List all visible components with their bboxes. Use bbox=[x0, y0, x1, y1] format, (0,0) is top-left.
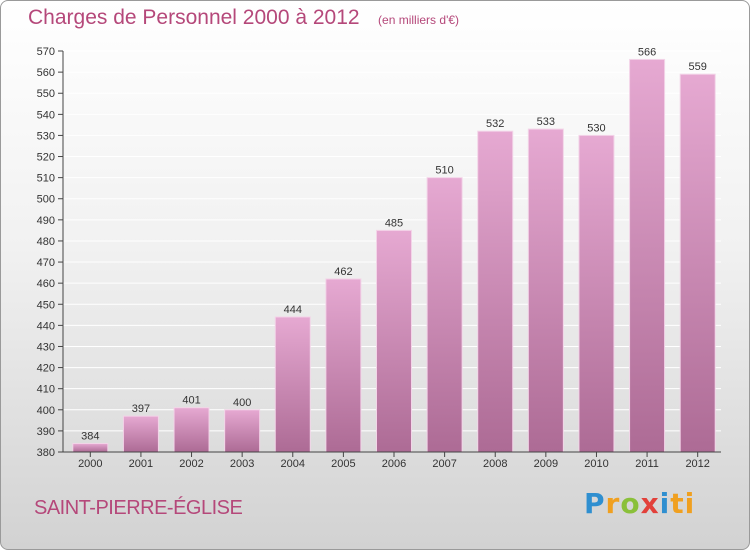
y-tick-label: 430 bbox=[37, 341, 55, 353]
bar bbox=[274, 316, 311, 453]
y-tick-label: 450 bbox=[37, 299, 55, 311]
x-tick-label: 2006 bbox=[382, 458, 406, 470]
bars bbox=[72, 58, 716, 453]
bar bbox=[527, 128, 564, 453]
logo-letter: r bbox=[605, 487, 621, 520]
bar bbox=[122, 415, 159, 453]
data-label: 400 bbox=[233, 397, 251, 409]
y-tick-label: 530 bbox=[37, 130, 55, 142]
y-tick-label: 520 bbox=[37, 152, 55, 164]
data-label: 559 bbox=[689, 61, 707, 73]
x-tick-label: 2005 bbox=[331, 458, 355, 470]
logo-letter: o bbox=[620, 487, 641, 520]
x-tick-label: 2011 bbox=[635, 458, 659, 470]
data-label: 566 bbox=[638, 46, 656, 58]
bar bbox=[679, 73, 716, 453]
logo-letter: i bbox=[659, 487, 671, 520]
y-tick-label: 380 bbox=[37, 447, 55, 459]
y-tick-label: 500 bbox=[37, 194, 55, 206]
y-tick-label: 490 bbox=[37, 215, 55, 227]
title-row: Charges de Personnel 2000 à 2012 (en mil… bbox=[28, 6, 459, 30]
x-tick-label: 2001 bbox=[129, 458, 153, 470]
y-tick-label: 420 bbox=[37, 363, 55, 375]
data-label: 384 bbox=[81, 431, 99, 443]
x-axis: 2000 2001 2002 2003 2004 2005 2006 2007 2008 2009… bbox=[63, 451, 721, 470]
data-label: 510 bbox=[435, 165, 453, 177]
bar bbox=[72, 443, 109, 453]
proxiti-logo: Proxiti bbox=[584, 487, 695, 520]
x-tick-label: 2012 bbox=[685, 458, 709, 470]
y-tick-label: 480 bbox=[37, 236, 55, 248]
y-tick-label: 510 bbox=[37, 173, 55, 185]
x-tick-label: 2007 bbox=[432, 458, 456, 470]
y-axis: 380 390 400 410 420 430 440 450 460 470 480 490 500 5… bbox=[37, 46, 64, 459]
bar bbox=[224, 409, 261, 453]
y-tick-label: 570 bbox=[37, 46, 55, 58]
data-label: 533 bbox=[537, 116, 555, 128]
data-label: 444 bbox=[284, 304, 302, 316]
chart-title: Charges de Personnel 2000 à 2012 bbox=[28, 6, 360, 29]
logo-letter: ti bbox=[670, 487, 696, 520]
y-tick-label: 390 bbox=[37, 426, 55, 438]
y-tick-label: 400 bbox=[37, 405, 55, 417]
bar bbox=[173, 407, 210, 453]
value-labels: 384 397 401 400 444 462 485 510 532 533 530 566 559 bbox=[81, 46, 707, 442]
bar bbox=[325, 278, 362, 453]
x-tick-label: 2004 bbox=[281, 458, 305, 470]
bar bbox=[426, 177, 463, 453]
chart-unit: (en milliers d'€) bbox=[378, 13, 460, 27]
bar bbox=[376, 229, 412, 453]
x-tick-label: 2009 bbox=[534, 458, 558, 470]
logo-letter: P bbox=[584, 487, 606, 520]
y-tick-label: 540 bbox=[37, 109, 55, 121]
x-tick-label: 2010 bbox=[584, 458, 608, 470]
data-label: 462 bbox=[334, 266, 352, 278]
x-tick-label: 2008 bbox=[483, 458, 507, 470]
y-tick-label: 560 bbox=[37, 67, 55, 79]
data-label: 401 bbox=[182, 395, 200, 407]
logo-letter: x bbox=[640, 487, 660, 520]
y-tick-label: 470 bbox=[37, 257, 55, 269]
data-label: 530 bbox=[587, 122, 605, 134]
data-label: 397 bbox=[132, 403, 150, 415]
y-tick-label: 460 bbox=[37, 278, 55, 290]
x-tick-label: 2002 bbox=[179, 458, 203, 470]
y-tick-label: 410 bbox=[37, 384, 55, 396]
data-label: 485 bbox=[385, 217, 403, 229]
x-tick-label: 2000 bbox=[78, 458, 102, 470]
commune-name: SAINT-PIERRE-ÉGLISE bbox=[34, 497, 243, 519]
bar bbox=[578, 134, 615, 453]
x-tick-label: 2003 bbox=[230, 458, 254, 470]
bar bbox=[629, 58, 666, 453]
bar bbox=[477, 130, 514, 453]
y-tick-label: 550 bbox=[37, 88, 55, 100]
data-label: 532 bbox=[486, 118, 504, 130]
y-tick-label: 440 bbox=[37, 320, 55, 332]
